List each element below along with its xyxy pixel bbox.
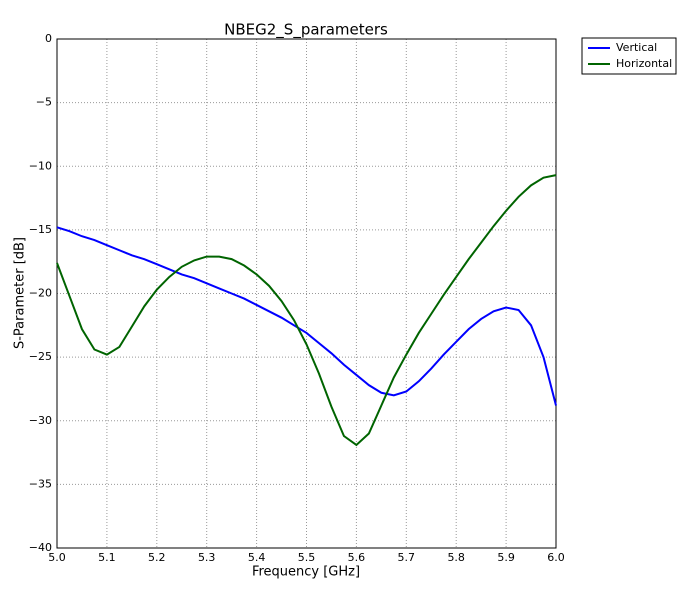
y-tick-label: −10 <box>29 159 52 172</box>
plot-frame <box>56 38 557 549</box>
line-series <box>56 226 557 406</box>
x-tick-label: 5.4 <box>248 551 266 564</box>
x-tick-label: 5.7 <box>398 551 416 564</box>
legend-box <box>581 37 677 75</box>
x-tick-label: 5.5 <box>298 551 316 564</box>
legend-label: Vertical <box>616 41 657 54</box>
y-tick-label: −40 <box>29 541 52 554</box>
x-tick-label: 5.3 <box>198 551 216 564</box>
y-tick-label: 0 <box>45 32 52 45</box>
x-tick-label: 6.0 <box>547 551 565 564</box>
y-tick-label: −20 <box>29 287 52 300</box>
x-tick-label: 5.0 <box>48 551 66 564</box>
y-tick-label: −15 <box>29 223 52 236</box>
y-tick-label: −5 <box>36 96 52 109</box>
x-axis-label: Frequency [GHz] <box>252 565 360 580</box>
x-tick-label: 5.9 <box>497 551 515 564</box>
x-tick-label: 5.2 <box>148 551 166 564</box>
y-tick-label: −25 <box>29 350 52 363</box>
y-tick-label: −30 <box>29 414 52 427</box>
y-tick-label: −35 <box>29 477 52 490</box>
line-series <box>56 174 557 447</box>
x-tick-label: 5.8 <box>447 551 465 564</box>
x-tick-label: 5.6 <box>348 551 366 564</box>
legend-label: Horizontal <box>616 57 672 70</box>
chart-title: NBEG2_S_parameters <box>224 21 388 40</box>
y-axis-label: S-Parameter [dB] <box>13 237 28 349</box>
x-tick-label: 5.1 <box>98 551 116 564</box>
